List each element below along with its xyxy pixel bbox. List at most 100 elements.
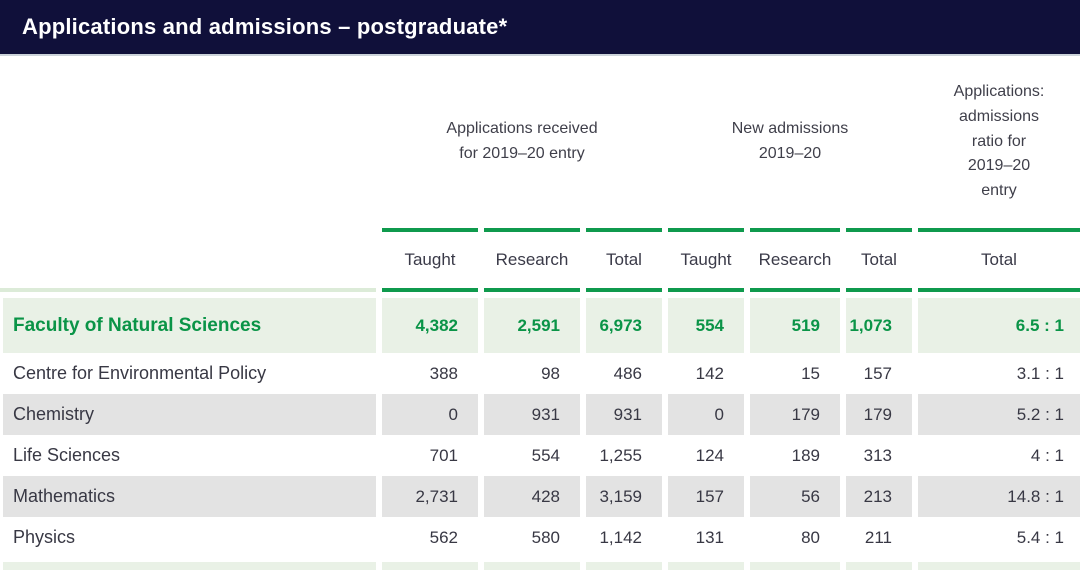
partial-cell xyxy=(668,562,744,570)
cell-value: 131 xyxy=(695,527,724,547)
cell-value: 931 xyxy=(586,394,662,435)
group-header-line: ratio for xyxy=(971,132,1027,150)
green-rule-segment xyxy=(918,228,1080,232)
cell-value: 0 xyxy=(668,394,744,435)
cell-value: 80 xyxy=(801,527,820,547)
group-header-spacer xyxy=(0,56,376,228)
group-header-line: Applications: xyxy=(953,83,1045,100)
cell-value: 5.2 : 1 xyxy=(918,394,1080,435)
green-rule-segment xyxy=(586,228,662,232)
cell-value: 179 xyxy=(750,394,840,435)
cell-value: 388 xyxy=(429,363,458,383)
cell-value: 701 xyxy=(429,445,458,465)
cell-value: 56 xyxy=(750,476,840,517)
cell-value: 1,255 xyxy=(599,445,642,465)
sub-header-row: Taught Research Total Taught Research To… xyxy=(0,232,1080,288)
green-rule-segment xyxy=(586,288,662,292)
cell-value: 931 xyxy=(484,394,580,435)
column-group-header-row: Applications received for 2019–20 entry … xyxy=(0,56,1080,228)
cell-value: 3.1 : 1 xyxy=(1016,363,1064,383)
partial-cell xyxy=(382,562,478,570)
table-row-physics: Physics 562 580 1,142 131 80 211 5.4 : 1 xyxy=(0,517,1080,558)
table-row-faculty-of-natural-sciences: Faculty of Natural Sciences 4,382 2,591 … xyxy=(0,298,1080,353)
sub-header-taught-admissions: Taught xyxy=(680,250,732,269)
pale-rule-segment xyxy=(0,288,376,292)
green-rule-segment xyxy=(668,288,744,292)
green-rule-segment xyxy=(846,288,912,292)
cell-value: 554 xyxy=(531,445,560,465)
sub-header-spacer xyxy=(0,232,376,288)
row-label: Chemistry xyxy=(3,394,376,435)
green-rule-segment xyxy=(918,288,1080,292)
sub-header-taught-applications: Taught xyxy=(404,250,456,269)
table-row-centre-for-environmental-policy: Centre for Environmental Policy 388 98 4… xyxy=(0,353,1080,394)
green-rule-segment xyxy=(750,228,840,232)
cell-value: 124 xyxy=(695,445,724,465)
table-row-life-sciences: Life Sciences 701 554 1,255 124 189 313 … xyxy=(0,435,1080,476)
cell-value: 6,973 xyxy=(586,298,662,353)
group-header-line: New admissions xyxy=(731,120,849,138)
cell-value: 486 xyxy=(613,363,642,383)
cell-value: 142 xyxy=(695,363,724,383)
cell-value: 211 xyxy=(864,527,892,547)
cell-value: 554 xyxy=(668,298,744,353)
cell-value: 0 xyxy=(382,394,478,435)
cell-value: 562 xyxy=(429,527,458,547)
cell-value: 157 xyxy=(863,363,892,383)
partial-cell xyxy=(484,562,580,570)
group-header-new-admissions: New admissions 2019–20 xyxy=(668,56,912,228)
cell-value: 5.4 : 1 xyxy=(1016,527,1064,547)
cell-value: 313 xyxy=(863,445,892,465)
row-label: Mathematics xyxy=(3,476,376,517)
cell-value: 14.8 : 1 xyxy=(918,476,1080,517)
group-header-applications-received: Applications received for 2019–20 entry xyxy=(382,56,662,228)
sub-header-total-applications: Total xyxy=(606,250,642,269)
cell-value: 189 xyxy=(791,445,820,465)
partial-cell xyxy=(918,562,1080,570)
group-header-line: entry xyxy=(981,182,1017,200)
partial-cell xyxy=(846,562,912,570)
sub-header-research-admissions: Research xyxy=(758,250,832,269)
partial-cell xyxy=(3,562,376,570)
cell-value: 580 xyxy=(531,527,560,547)
cell-value: 15 xyxy=(801,363,820,383)
cell-value: 1,073 xyxy=(846,298,912,353)
table-row-mathematics: Mathematics 2,731 428 3,159 157 56 213 1… xyxy=(0,476,1080,517)
table-row-chemistry: Chemistry 0 931 931 0 179 179 5.2 : 1 xyxy=(0,394,1080,435)
cell-value: 4 : 1 xyxy=(1030,445,1064,465)
row-label: Faculty of Natural Sciences xyxy=(3,298,376,353)
group-header-line: 2019–20 xyxy=(758,145,822,162)
green-rule-bottom xyxy=(0,288,1080,292)
cell-value: 179 xyxy=(846,394,912,435)
cell-value: 2,731 xyxy=(382,476,478,517)
green-rule-segment xyxy=(484,288,580,292)
cell-value: 157 xyxy=(668,476,744,517)
cell-value: 2,591 xyxy=(484,298,580,353)
row-label: Centre for Environmental Policy xyxy=(13,363,267,383)
cell-value: 3,159 xyxy=(586,476,662,517)
green-rule-segment xyxy=(846,228,912,232)
row-label: Life Sciences xyxy=(13,445,121,465)
green-rule-segment xyxy=(668,228,744,232)
cell-value: 98 xyxy=(541,363,560,383)
green-rule-segment xyxy=(484,228,580,232)
group-header-line: admissions xyxy=(958,107,1040,125)
cell-value: 519 xyxy=(750,298,840,353)
green-rule-segment xyxy=(382,228,478,232)
title-bar: Applications and admissions – postgradua… xyxy=(0,0,1080,56)
row-label: Physics xyxy=(13,527,76,547)
cell-value: 213 xyxy=(846,476,912,517)
partial-cell xyxy=(750,562,840,570)
group-header-ratio: Applications: admissions ratio for 2019–… xyxy=(918,56,1080,228)
partial-cell xyxy=(586,562,662,570)
green-rule-top xyxy=(0,228,1080,232)
cell-value: 428 xyxy=(484,476,580,517)
cell-value: 1,142 xyxy=(599,527,642,547)
group-header-line: for 2019–20 entry xyxy=(459,145,585,162)
group-header-line: 2019–20 xyxy=(967,157,1031,175)
sub-header-total-admissions: Total xyxy=(861,250,897,269)
cell-value: 6.5 : 1 xyxy=(918,298,1080,353)
group-header-line: Applications received xyxy=(446,120,598,138)
cell-value: 4,382 xyxy=(382,298,478,353)
partial-next-row xyxy=(0,562,1080,570)
